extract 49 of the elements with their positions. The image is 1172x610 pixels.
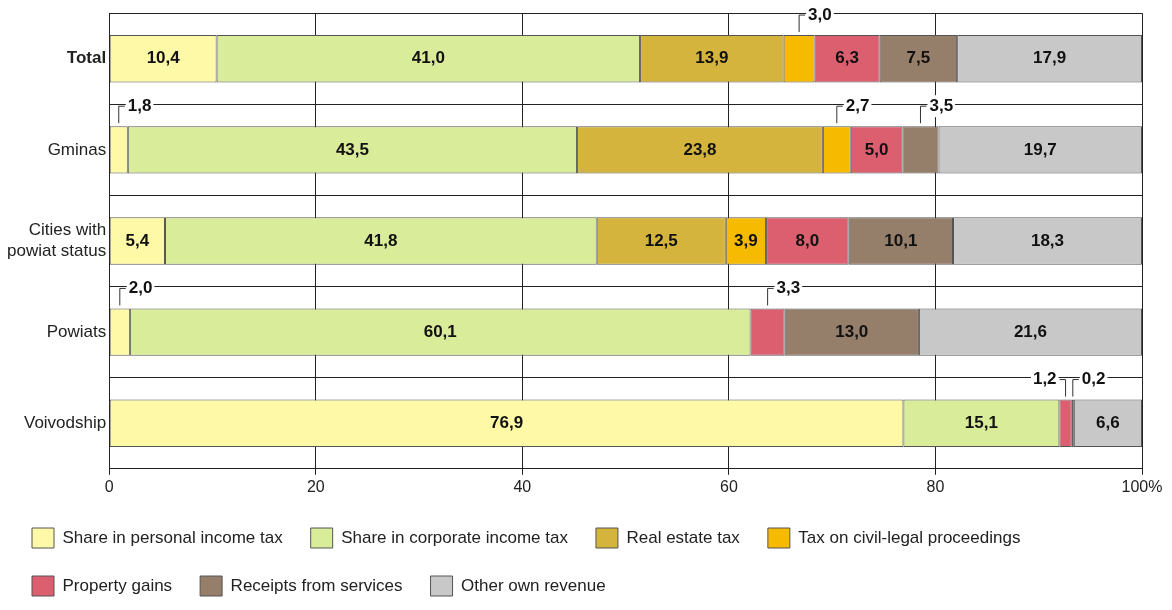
data-label: 17,9 [1033, 48, 1067, 68]
data-label: 13,0 [835, 321, 869, 341]
data-label: 3,5 [929, 95, 954, 115]
data-label: 3,0 [808, 4, 832, 24]
data-label: 8,0 [795, 230, 820, 250]
x-tick-label: 60 [719, 477, 738, 495]
data-label: 6,3 [835, 48, 859, 68]
data-label: 1,8 [127, 95, 152, 115]
data-label: 41,0 [411, 48, 445, 68]
data-label: 6,6 [1096, 412, 1120, 432]
data-label: 5,4 [125, 230, 150, 250]
data-label: 10,1 [884, 230, 918, 250]
data-label: 2,7 [845, 95, 870, 115]
data-label: 3,3 [776, 278, 801, 298]
data-label: 76,9 [490, 412, 524, 432]
data-label: 41,8 [364, 230, 398, 250]
data-label: 5,0 [864, 139, 889, 159]
data-label: 7,5 [906, 48, 931, 68]
legend-label: Real estate tax [626, 527, 741, 547]
data-label: 3,9 [734, 230, 758, 250]
legend-label: Share in personal income tax [62, 527, 284, 547]
y-tick-label: Cities with powiat status [6, 220, 107, 260]
data-label: 13,9 [695, 48, 729, 68]
data-label: 19,7 [1023, 139, 1057, 159]
data-label: 0,2 [1081, 369, 1106, 389]
data-label: 18,3 [1030, 230, 1065, 250]
data-label: 23,8 [683, 139, 717, 159]
data-label: 12,5 [644, 230, 678, 250]
y-tick-label: Gminas [47, 139, 107, 159]
data-label: 10,4 [146, 48, 181, 68]
y-tick-label: Voivodship [23, 412, 107, 432]
data-label: 2,0 [128, 278, 153, 298]
legend-label: Receipts from services [230, 575, 403, 595]
data-label: 60,1 [423, 321, 457, 341]
x-tick-label: 0 [104, 477, 114, 495]
data-label: 43,5 [335, 139, 369, 159]
legend-label: Other own revenue [461, 575, 606, 595]
legend-label: Property gains [62, 575, 173, 595]
x-tick-label: 100% [1121, 477, 1163, 495]
y-tick-label: Powiats [46, 321, 107, 341]
x-tick-label: 40 [513, 477, 532, 495]
legend-label: Share in corporate income tax [341, 527, 569, 547]
y-tick-label: Total [66, 48, 107, 68]
legend-label: Tax on civil-legal proceedings [798, 527, 1021, 547]
data-label: 15,1 [964, 412, 998, 432]
x-tick-label: 20 [306, 477, 325, 495]
x-tick-label: 80 [926, 477, 945, 495]
data-label: 21,6 [1013, 321, 1048, 341]
data-label: 1,2 [1032, 369, 1057, 389]
